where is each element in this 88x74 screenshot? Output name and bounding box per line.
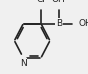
Text: Cl: Cl [37, 0, 45, 4]
Text: OH: OH [52, 0, 66, 4]
Text: N: N [20, 59, 27, 68]
Text: B: B [56, 19, 62, 28]
Text: OH: OH [78, 19, 88, 28]
